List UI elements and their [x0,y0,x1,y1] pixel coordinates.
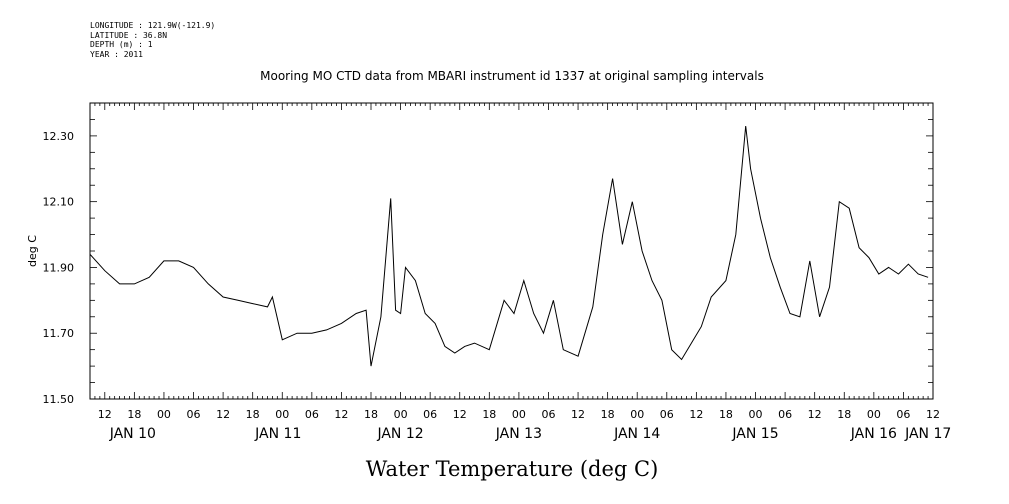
x-tick-label: 00 [749,408,763,421]
x-tick-label: 06 [660,408,674,421]
day-label: JAN 10 [109,426,156,442]
x-tick-label: 12 [571,408,585,421]
x-tick-label: 18 [246,408,260,421]
y-tick-label: 11.90 [43,261,75,274]
x-tick-label: 18 [127,408,141,421]
day-label: JAN 17 [904,426,951,442]
day-label: JAN 11 [254,426,301,442]
depth-text: DEPTH (m) : 1 [90,40,153,49]
x-tick-label: 00 [394,408,408,421]
x-tick-label: 00 [157,408,171,421]
x-tick-label: 00 [867,408,881,421]
day-label: JAN 16 [850,426,897,442]
x-tick-label: 12 [689,408,703,421]
metadata-block: LONGITUDE : 121.9W(-121.9) LATITUDE : 36… [90,21,215,59]
day-label: JAN 13 [495,426,542,442]
day-label: JAN 12 [376,426,423,442]
x-tick-label: 18 [837,408,851,421]
y-tick-label: 12.10 [43,196,75,209]
y-tick-labels: 11.50 11.70 11.90 12.10 12.30 [43,130,75,406]
day-labels: JAN 10 JAN 11 JAN 12 JAN 13 JAN 14 JAN 15 JAN … [109,426,952,442]
x-tick-label: 00 [630,408,644,421]
axis-ticks [89,102,934,400]
x-tick-label: 00 [512,408,526,421]
day-label: JAN 14 [613,426,660,442]
x-tick-label: 12 [808,408,822,421]
y-tick-label: 11.70 [43,327,75,340]
x-tick-label: 00 [275,408,289,421]
x-tick-label: 18 [482,408,496,421]
x-tick-label: 06 [541,408,555,421]
x-tick-label: 18 [719,408,733,421]
x-tick-label: 12 [334,408,348,421]
x-tick-labels: 12 18 00 06 12 18 00 06 12 18 00 06 12 18 00 06 12 18 00 06… [98,408,940,421]
year-text: YEAR : 2011 [90,49,143,59]
x-tick-label: 18 [601,408,615,421]
day-label: JAN 15 [731,426,778,442]
latitude-text: LATITUDE : 36.8N [90,30,168,40]
chart-title: Mooring MO CTD data from MBARI instrumen… [260,69,764,83]
x-tick-label: 06 [423,408,437,421]
y-tick-label: 12.30 [43,130,75,143]
x-tick-label: 06 [896,408,910,421]
longitude-text: LONGITUDE : 121.9W(-121.9) [90,21,216,30]
series-line [89,125,929,367]
x-tick-label: 12 [926,408,940,421]
x-tick-label: 18 [364,408,378,421]
x-tick-label: 12 [216,408,230,421]
x-tick-label: 06 [305,408,319,421]
y-axis-label: deg C [26,235,39,267]
plot-frame [89,102,934,400]
x-tick-label: 12 [453,408,467,421]
x-tick-label: 06 [778,408,792,421]
x-tick-label: 12 [98,408,112,421]
y-tick-label: 11.50 [43,393,75,406]
x-tick-label: 06 [187,408,201,421]
x-axis-label: Water Temperature (deg C) [366,457,659,481]
